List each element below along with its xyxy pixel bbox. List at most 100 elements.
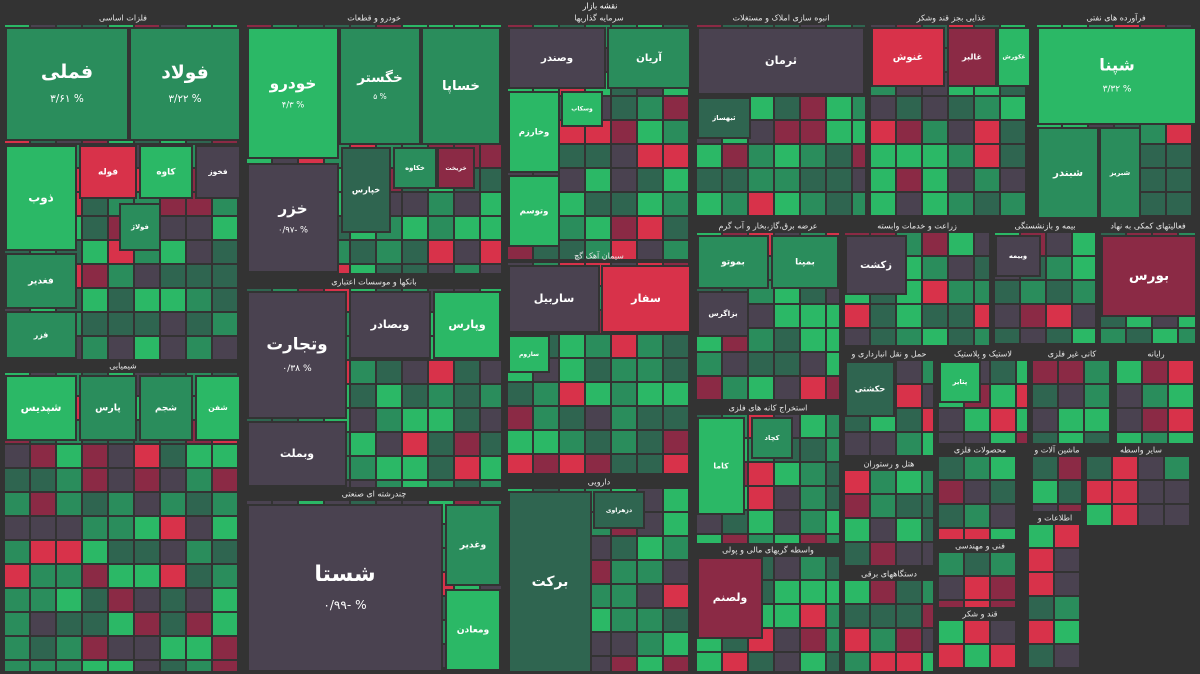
stock-tile [351,385,375,407]
stock-tile [697,97,751,139]
stock-tile [664,359,688,381]
stock-tile [749,329,773,351]
stock-tile [723,145,747,167]
stock-tile [939,553,963,575]
stock-tile [612,241,636,259]
stock-tile [586,383,610,405]
stock-tile [1059,505,1081,511]
stock-tile [664,455,688,473]
stock-change: % ۰/۳۸ [282,363,312,374]
stock-tile [723,353,747,375]
stock-name: ومعادن [457,625,490,636]
stock-tile [923,605,933,627]
stock-tile [429,241,453,263]
stock-tile [612,609,636,631]
stock-tile [749,97,773,119]
stock-tile [897,495,921,517]
stock-tile [83,637,107,659]
sector: فرآورده های نفتی شپنا % ۳/۳۲ شبندر شبریز [1037,13,1197,219]
stock-tile [135,589,159,611]
stock-name: ساربیل [534,292,575,305]
stock-tile [827,511,839,533]
stock-name: ولصنم [713,591,748,604]
stock-tile [965,553,989,575]
stock-tile [845,495,869,517]
sector-name: سرمایه گذاریها [574,13,624,23]
stock-tile [161,289,185,311]
stock-tile [403,409,427,431]
sector: بیمه و بازنشستگی وبیمه [995,221,1095,343]
stock-tile [1167,193,1191,215]
stock-tile [638,537,662,559]
stock-name: پارس [95,403,121,414]
stock-tile [161,637,185,659]
stock-tile [1143,385,1167,407]
stock-tile [213,517,237,539]
stock-tile [939,361,981,403]
stock-tile [481,433,501,455]
stock-tile [187,337,211,359]
stock-tile [1055,621,1079,643]
stock-tile [827,145,851,167]
map-title: نقشه بازار [582,2,618,11]
stock-name: وتجارت [266,335,327,355]
stock-tile [135,445,159,467]
stock-tile [403,241,427,263]
stock-tile [1169,433,1193,443]
stock-name: وصندر [540,53,573,64]
stock-tile [187,613,211,635]
stock-change: % ۳/۶۱ [50,93,84,105]
stock-tile [481,145,501,167]
sector: انبوه سازی املاک و مستغلات ثرمان ثبهساز [697,14,865,215]
stock-tile [429,433,453,455]
stock-tile [429,361,453,383]
stock-tile [991,505,1015,527]
stock-tile [508,455,532,473]
stock-tile [195,375,241,441]
stock-name: وتوسم [520,207,549,217]
stock-tile [5,565,29,587]
stock-tile [1055,645,1079,667]
stock-tile [83,265,107,287]
stock-tile [975,257,989,279]
stock-tile [5,517,29,539]
stock-tile [801,121,825,143]
sector: ماشین آلات و [1033,445,1081,511]
stock-tile [109,493,133,515]
stock-tile [1141,145,1165,167]
stock-tile [749,353,773,375]
stock-tile [827,535,839,543]
stock-tile [1101,235,1197,317]
stock-tile [897,581,921,603]
stock-tile [1085,409,1109,431]
stock-tile [664,561,688,583]
stock-tile [31,589,55,611]
stock-tile [135,265,159,287]
stock-tile [31,637,55,659]
sector: فعالیتهای کمکی به نهاد بورس [1101,222,1197,343]
stock-tile [965,601,989,607]
stock-tile [845,361,895,417]
stock-tile [445,504,501,586]
stock-tile [897,169,921,191]
stock-tile [638,383,662,405]
stock-tile [975,281,989,303]
sector: حمل و نقل انبارداری و حکشتی [845,350,933,455]
stock-tile [923,385,933,407]
stock-tile [775,557,799,579]
stock-tile [421,27,501,145]
stock-tile [5,27,129,141]
stock-tile [991,433,1015,443]
stock-tile [827,329,839,351]
stock-tile [612,359,636,381]
stock-tile [749,145,773,167]
stock-tile [827,193,851,215]
stock-tile [351,457,375,479]
sector-name: انبوه سازی املاک و مستغلات [733,14,830,23]
stock-tile [1033,505,1057,511]
stock-tile [995,235,1041,277]
stock-name: ثرمان [765,54,797,67]
stock-tile [1073,281,1095,303]
stock-name: کچاد [765,434,780,442]
stock-tile [429,409,453,431]
